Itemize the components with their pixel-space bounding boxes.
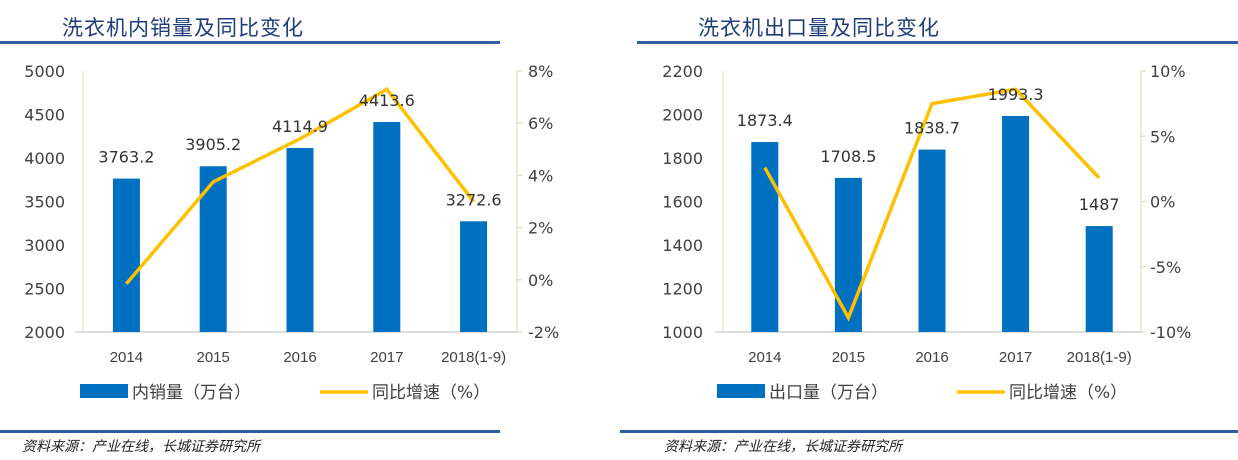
x-tick-label: 2017 bbox=[370, 349, 403, 366]
y-tick-label-right: 6% bbox=[528, 114, 553, 133]
bar-data-label: 3763.2 bbox=[98, 148, 154, 167]
chart-title: 洗衣机内销量及同比变化 bbox=[62, 16, 304, 40]
y-tick-label-left: 2200 bbox=[662, 62, 703, 81]
x-tick-label: 2017 bbox=[999, 349, 1032, 366]
y-tick-label-right: -10% bbox=[1150, 323, 1191, 342]
bar bbox=[373, 122, 401, 332]
bar bbox=[1085, 226, 1113, 332]
y-tick-label-left: 4000 bbox=[24, 149, 65, 168]
y-tick-label-right: -5% bbox=[1150, 258, 1181, 277]
export-chart: 1000 1200 1400 1600 1800 2000 2200 -10% -5% 0% 5% 1… bbox=[662, 62, 1191, 403]
bar-data-label: 1873.4 bbox=[737, 111, 793, 130]
y-tick-label-left: 2000 bbox=[24, 323, 65, 342]
y-tick-label-right: 8% bbox=[528, 62, 553, 81]
export-panel: 洗衣机出口量及同比变化 1000 1200 1400 1600 1800 2000 2200… bbox=[620, 0, 1238, 460]
legend-bar-label: 出口量（万台） bbox=[769, 383, 888, 403]
bar bbox=[834, 177, 862, 332]
bar-data-label: 4114.9 bbox=[272, 117, 328, 136]
source-note: 资料来源：产业在线，长城证券研究所 bbox=[22, 439, 260, 455]
y-tick-label-right: 10% bbox=[1150, 62, 1186, 81]
legend-line-label: 同比增速（%） bbox=[372, 383, 490, 403]
x-tick-label: 2018(1-9) bbox=[1067, 349, 1132, 366]
y-tick-label-left: 1800 bbox=[662, 149, 703, 168]
y-tick-label-right: 2% bbox=[528, 219, 553, 238]
bar-data-label: 1708.5 bbox=[820, 147, 876, 166]
title-rule bbox=[637, 41, 1238, 44]
x-tick-label: 2016 bbox=[283, 349, 316, 366]
bar-data-label: 1993.3 bbox=[988, 85, 1044, 104]
x-tick-label: 2016 bbox=[915, 349, 948, 366]
bar-data-label: 4413.6 bbox=[359, 91, 415, 110]
y-tick-label-left: 5000 bbox=[24, 62, 65, 81]
y-tick-label-right: 0% bbox=[1150, 193, 1175, 212]
x-tick-label: 2018(1-9) bbox=[441, 349, 506, 366]
y-tick-label-left: 1000 bbox=[662, 323, 703, 342]
footer-rule bbox=[0, 430, 500, 433]
chart-title: 洗衣机出口量及同比变化 bbox=[698, 16, 940, 40]
y-tick-label-left: 2000 bbox=[662, 106, 703, 125]
y-tick-label-left: 3000 bbox=[24, 236, 65, 255]
y-tick-label-left: 2500 bbox=[24, 280, 65, 299]
x-tick-label: 2014 bbox=[748, 349, 781, 366]
source-note: 资料来源：产业在线，长城证券研究所 bbox=[664, 439, 902, 455]
y-tick-label-left: 1400 bbox=[662, 236, 703, 255]
legend-bar-swatch bbox=[717, 384, 765, 398]
domestic-sales-chart: 2000 2500 3000 3500 4000 4500 5000 -2% 0% 2% 4% 6% 8… bbox=[24, 62, 559, 403]
bar bbox=[1002, 115, 1030, 333]
y-tick-label-right: 4% bbox=[528, 166, 553, 185]
bar-data-label: 3272.6 bbox=[446, 190, 502, 209]
y-tick-label-right: 5% bbox=[1150, 127, 1175, 146]
bar bbox=[918, 149, 946, 332]
x-tick-label: 2015 bbox=[197, 349, 230, 366]
legend-line-label: 同比增速（%） bbox=[1009, 383, 1127, 403]
legend-bar-label: 内销量（万台） bbox=[132, 383, 251, 403]
y-tick-label-right: 0% bbox=[528, 271, 553, 290]
domestic-sales-panel: 洗衣机内销量及同比变化 2000 2500 3000 3500 4000 4500 5000… bbox=[0, 16, 559, 455]
bar-data-label: 1838.7 bbox=[904, 119, 960, 138]
bar bbox=[112, 178, 140, 332]
x-tick-label: 2014 bbox=[110, 349, 143, 366]
bar bbox=[286, 148, 314, 332]
y-tick-label-left: 1600 bbox=[662, 193, 703, 212]
bar-data-label: 3905.2 bbox=[185, 135, 241, 154]
footer-rule bbox=[620, 430, 1238, 433]
y-tick-label-left: 1200 bbox=[662, 280, 703, 299]
y-tick-label-left: 3500 bbox=[24, 193, 65, 212]
legend-bar-swatch bbox=[80, 384, 128, 398]
bar bbox=[751, 142, 779, 332]
x-tick-label: 2015 bbox=[832, 349, 865, 366]
title-rule bbox=[0, 41, 500, 44]
bar-data-label: 1487 bbox=[1079, 195, 1120, 214]
y-tick-label-right: -2% bbox=[528, 323, 559, 342]
bar bbox=[460, 221, 488, 332]
y-tick-label-left: 4500 bbox=[24, 106, 65, 125]
